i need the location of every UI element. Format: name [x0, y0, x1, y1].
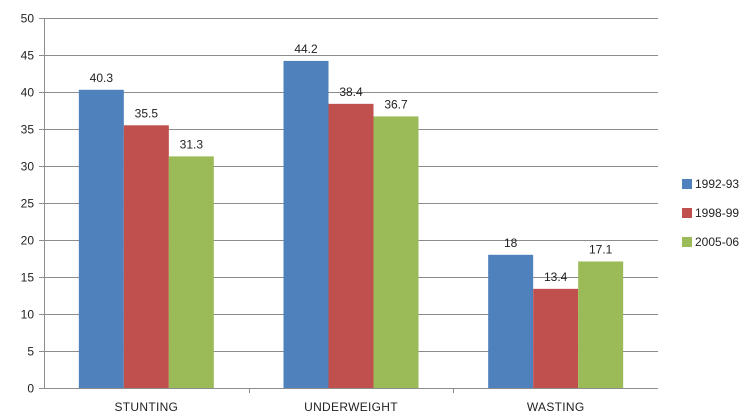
legend-label: 1998-99	[695, 206, 739, 220]
data-label: 31.3	[180, 137, 204, 151]
x-axis: STUNTING UNDERWEIGHT WASTING	[44, 18, 585, 414]
data-label: 18	[504, 236, 518, 250]
bar-1998-99-stunting	[123, 125, 169, 389]
y-tick-label: 20	[21, 234, 35, 248]
y-tick-label: 50	[21, 12, 35, 26]
legend-label: 2005-06	[695, 235, 739, 249]
data-label: 13.4	[544, 270, 568, 284]
data-label: 35.5	[135, 106, 159, 120]
y-tick-label: 30	[21, 160, 35, 174]
y-tick-label: 35	[21, 123, 35, 137]
x-category-label: UNDERWEIGHT	[304, 400, 398, 414]
bar-2005-06-underweight	[373, 116, 419, 389]
data-label: 40.3	[90, 71, 114, 85]
y-tick-label: 45	[21, 49, 35, 63]
bar-1992-93-wasting	[488, 254, 534, 388]
y-tick-label: 40	[21, 86, 35, 100]
data-label: 44.2	[294, 42, 318, 56]
data-label: 38.4	[339, 85, 363, 99]
data-labels: 40.3 35.5 31.3 44.2 38.4 36.7 18 13.4 17.1	[90, 42, 613, 284]
y-tick-label: 25	[21, 197, 35, 211]
y-tick-label: 10	[21, 308, 35, 322]
y-axis-ticks: 0 5 10 15 20 25 30 35 40 45 50	[21, 12, 35, 396]
bars	[78, 60, 624, 389]
legend-label: 1992-93	[695, 177, 739, 191]
x-category-label: STUNTING	[114, 400, 178, 414]
legend-swatch	[682, 208, 692, 218]
bar-1998-99-wasting	[533, 288, 579, 388]
x-category-label: WASTING	[527, 400, 585, 414]
legend-swatch	[682, 179, 692, 189]
y-tick-label: 5	[27, 345, 34, 359]
legend: 1992-93 1998-99 2005-06	[682, 177, 739, 249]
bar-1992-93-stunting	[78, 89, 124, 388]
data-label: 36.7	[384, 97, 408, 111]
data-label: 17.1	[589, 242, 613, 256]
bar-2005-06-wasting	[578, 261, 624, 388]
y-tick-label: 0	[27, 382, 34, 396]
bar-2005-06-stunting	[168, 156, 214, 388]
bar-1998-99-underweight	[328, 103, 374, 388]
legend-swatch	[682, 237, 692, 247]
y-tick-label: 15	[21, 271, 35, 285]
bar-1992-93-underweight	[283, 60, 329, 389]
